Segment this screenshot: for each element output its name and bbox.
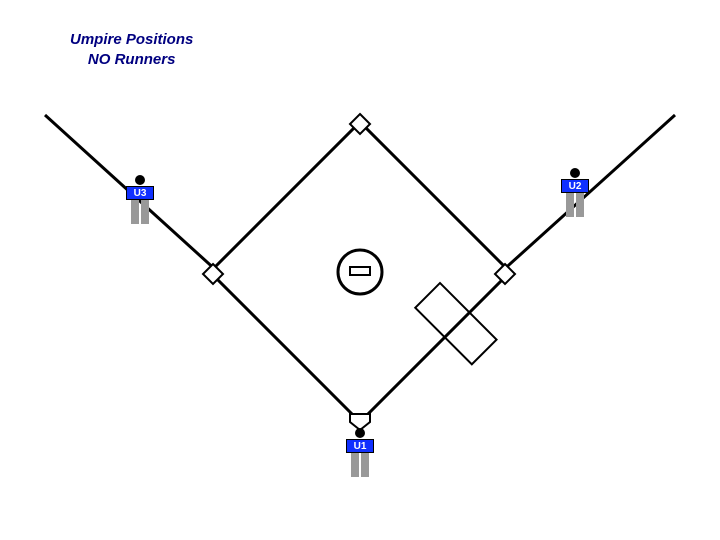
diagram-title: Umpire Positions NO Runners bbox=[70, 30, 193, 69]
umpire-u3: U3 bbox=[125, 175, 155, 224]
umpire-tag: U3 bbox=[126, 186, 154, 200]
umpire-body-icon bbox=[350, 453, 370, 477]
umpire-body-icon bbox=[130, 200, 150, 224]
umpire-tag: U1 bbox=[346, 439, 374, 453]
umpire-u2: U2 bbox=[560, 168, 590, 217]
umpire-head-icon bbox=[135, 175, 145, 185]
umpire-u1: U1 bbox=[345, 428, 375, 477]
umpire-tag: U2 bbox=[561, 179, 589, 193]
umpire-body-icon bbox=[565, 193, 585, 217]
umpire-head-icon bbox=[355, 428, 365, 438]
title-line2: NO Runners bbox=[88, 51, 176, 68]
umpire-head-icon bbox=[570, 168, 580, 178]
title-line1: Umpire Positions bbox=[70, 31, 193, 48]
